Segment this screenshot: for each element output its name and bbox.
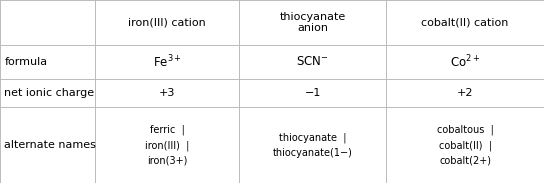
Text: +3: +3 bbox=[159, 88, 176, 98]
Text: cobalt(II) cation: cobalt(II) cation bbox=[422, 17, 509, 27]
Text: formula: formula bbox=[4, 57, 47, 67]
Text: cobaltous  |
cobalt(II)  |
cobalt(2+): cobaltous | cobalt(II) | cobalt(2+) bbox=[437, 125, 493, 165]
Text: iron(III) cation: iron(III) cation bbox=[128, 17, 206, 27]
Text: +2: +2 bbox=[457, 88, 473, 98]
Text: Co$^{2+}$: Co$^{2+}$ bbox=[450, 53, 480, 70]
Text: alternate names: alternate names bbox=[4, 140, 96, 150]
Text: Fe$^{3+}$: Fe$^{3+}$ bbox=[153, 53, 182, 70]
Text: SCN$^{-}$: SCN$^{-}$ bbox=[296, 55, 329, 68]
Text: −1: −1 bbox=[305, 88, 321, 98]
Text: thiocyanate  |
thiocyanate(1−): thiocyanate | thiocyanate(1−) bbox=[273, 132, 353, 158]
Text: thiocyanate
anion: thiocyanate anion bbox=[280, 12, 346, 33]
Text: ferric  |
iron(III)  |
iron(3+): ferric | iron(III) | iron(3+) bbox=[145, 125, 189, 165]
Text: net ionic charge: net ionic charge bbox=[4, 88, 95, 98]
